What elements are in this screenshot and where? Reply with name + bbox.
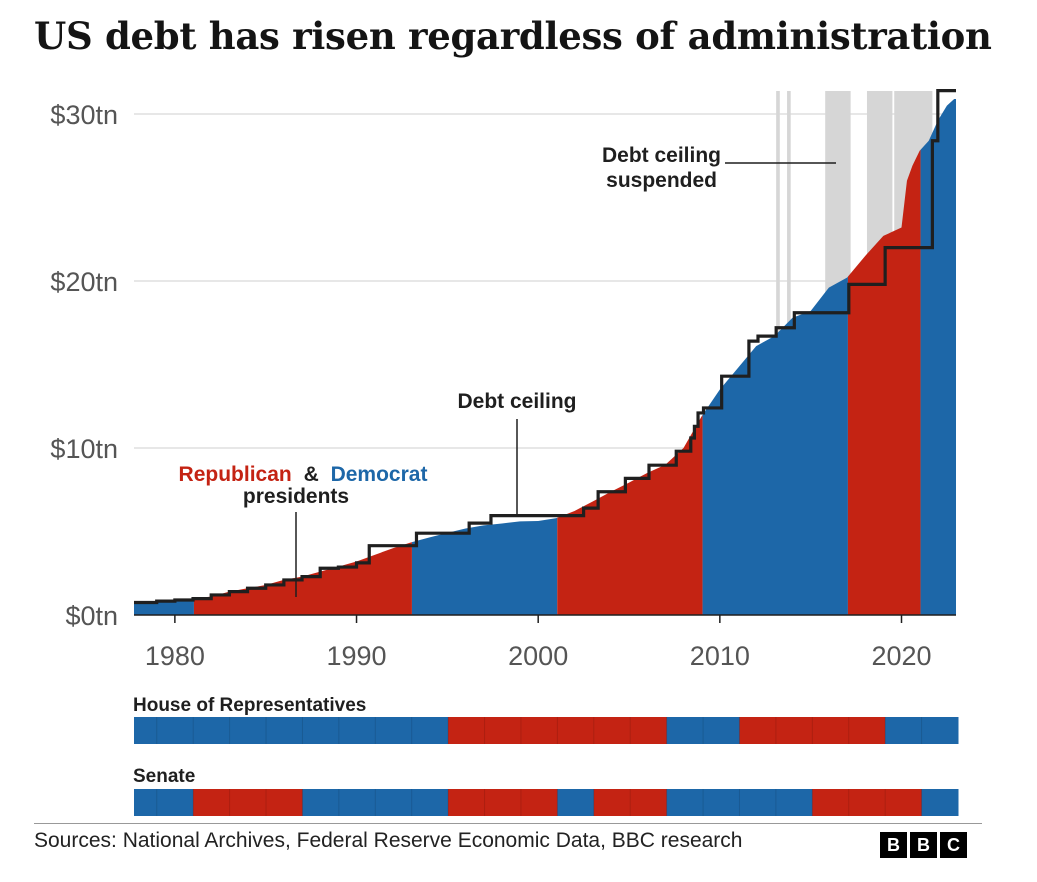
senate-segment-democrat [302,789,449,816]
legend-line1: Republican & Democrat [179,463,428,486]
debt-area-democrat [411,517,558,615]
y-tick-label: $10tn [50,434,118,464]
x-tick-label: 2010 [690,641,750,671]
legend-amp: & [304,463,319,486]
senate-segment-republican [193,789,303,816]
legend-republican: Republican [179,463,292,486]
footer-divider [34,823,982,824]
senate-segment-republican [812,789,923,816]
senate-segment-democrat [921,789,959,816]
chart-title: US debt has risen regardless of administ… [34,14,992,58]
debt-area-democrat [702,276,848,615]
x-tick-label: 2000 [508,641,568,671]
senate-segment-democrat [666,789,813,816]
y-tick-label: $0tn [65,601,118,631]
legend-democrat: Democrat [331,463,428,486]
x-tick-label: 1980 [145,641,205,671]
source-note: Sources: National Archives, Federal Rese… [34,829,743,852]
senate-segment-democrat [134,789,194,816]
house-segment-democrat [666,717,740,744]
suspended-label-2: suspended [606,169,717,192]
debt-ceiling-line [134,89,956,605]
y-tick-label: $30tn [50,100,118,130]
house-segment-democrat [885,717,959,744]
senate-segment-republican [593,789,668,816]
legend-presidents: presidents [243,485,349,508]
senate-segment-republican [448,789,558,816]
suspended-label-1: Debt ceiling [602,144,721,167]
congress-bars: House of Representatives Senate [133,695,959,816]
bbc-logo-b1: B [880,832,907,858]
debt-ceiling-label: Debt ceiling [457,390,576,413]
house-segment-republican [448,717,668,744]
house-label: House of Representatives [133,695,366,716]
bbc-logo: B B C [880,832,967,858]
house-segment-republican [739,717,886,744]
bbc-logo-c: C [940,832,967,858]
x-tick-label: 1990 [326,641,386,671]
debt-area-democrat [920,98,956,616]
senate-segment-democrat [557,789,595,816]
debt-ceiling-step-line [134,89,956,605]
debt-area-republican [847,149,921,615]
house-segment-democrat [134,717,449,744]
senate-label: Senate [133,766,195,787]
bbc-logo-b2: B [910,832,937,858]
x-tick-label: 2020 [871,641,931,671]
y-tick-label: $20tn [50,267,118,297]
axes: $0tn $10tn $20tn $30tn 1980 1990 2000 2010 2020 [50,100,956,671]
annotations: Republican & Democrat presidents Debt ce… [179,144,836,597]
